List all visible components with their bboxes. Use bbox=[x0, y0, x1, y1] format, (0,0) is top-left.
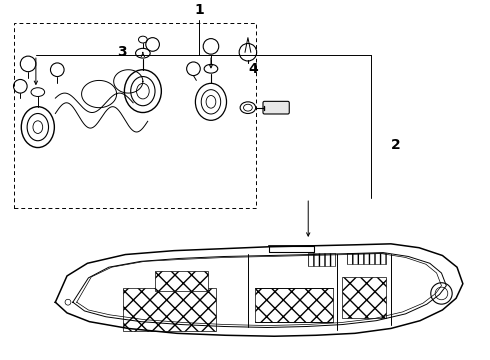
FancyBboxPatch shape bbox=[263, 102, 289, 114]
Bar bbox=[255, 288, 333, 321]
Bar bbox=[154, 271, 208, 291]
Bar bbox=[342, 277, 386, 318]
Bar bbox=[347, 253, 386, 264]
Bar bbox=[308, 253, 336, 266]
Bar bbox=[15, 23, 256, 208]
Text: 1: 1 bbox=[195, 3, 204, 17]
Text: 3: 3 bbox=[117, 45, 126, 59]
Text: 4: 4 bbox=[248, 62, 258, 76]
Text: 2: 2 bbox=[391, 138, 401, 152]
Bar bbox=[123, 288, 216, 331]
